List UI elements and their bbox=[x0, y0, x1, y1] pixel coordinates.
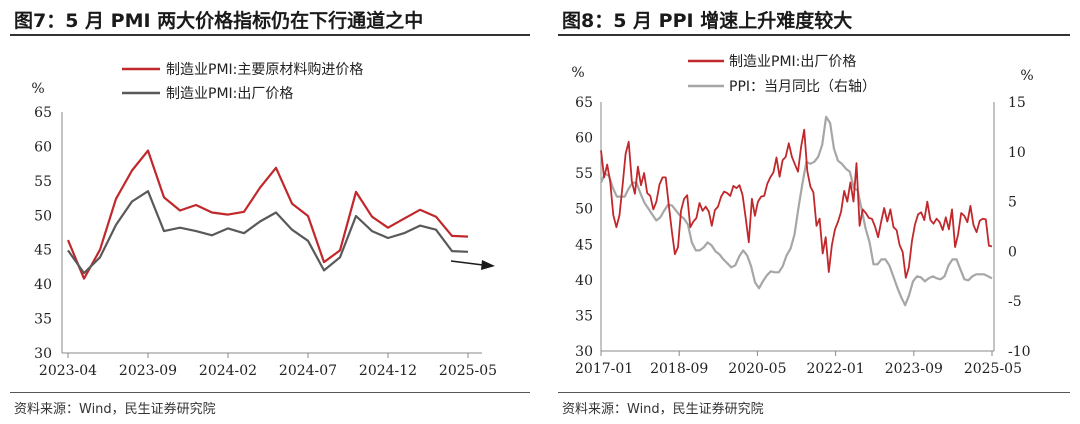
y-tick-label-left: 60 bbox=[575, 131, 593, 147]
y-tick-label-left: 30 bbox=[575, 344, 593, 360]
x-tick-label: 2017-01 bbox=[575, 361, 633, 377]
y-tick-label: 35 bbox=[34, 312, 52, 328]
x-tick-label: 2023-04 bbox=[39, 363, 97, 379]
y-tick-label-right: -10 bbox=[1008, 344, 1031, 360]
chart-left-svg: % 30 35 40 45 50 55 60 65 2023-04 2023-09 2024-02 20… bbox=[31, 62, 497, 379]
title-rule bbox=[558, 34, 1070, 36]
y-tick-label: 60 bbox=[34, 139, 52, 155]
x-tick-label: 2018-09 bbox=[650, 361, 708, 377]
trend-arrow-head bbox=[481, 260, 495, 270]
x-tick-label: 2025-05 bbox=[964, 361, 1022, 377]
y-tick-label-right: 15 bbox=[1008, 95, 1026, 111]
x-tick-label: 2020-05 bbox=[728, 361, 786, 377]
y-tick-label-right: 10 bbox=[1008, 145, 1026, 161]
y-tick-label: 65 bbox=[34, 105, 52, 121]
x-tick-label: 2025-05 bbox=[439, 363, 497, 379]
y-axis-unit-left: % bbox=[571, 65, 584, 81]
y-axis-unit: % bbox=[31, 81, 44, 97]
chart-title: 图7：5 月 PMI 两大价格指标仍在下行通道之中 bbox=[14, 10, 424, 32]
series-line-ppi-yoy bbox=[599, 115, 993, 307]
legend-label: 制造业PMI:出厂价格 bbox=[166, 86, 293, 102]
x-tick-label: 2024-12 bbox=[359, 363, 417, 379]
x-tick-label: 2022-01 bbox=[807, 361, 865, 377]
y-axis-unit-right: % bbox=[1020, 68, 1033, 84]
chart-panel-left: 图7：5 月 PMI 两大价格指标仍在下行通道之中 % 30 35 40 45 50 55 6… bbox=[10, 10, 530, 417]
legend-label: PPI：当月同比（右轴） bbox=[729, 79, 876, 95]
y-tick-label: 30 bbox=[34, 346, 52, 362]
y-tick-label-left: 40 bbox=[575, 273, 593, 289]
x-tick-label: 2023-09 bbox=[885, 361, 943, 377]
y-tick-label-left: 50 bbox=[575, 202, 593, 218]
chart-panel-right: 图8：5 月 PPI 增速上升难度较大 %% 30 35 40 45 50 55 60 65 -1… bbox=[548, 0, 1080, 424]
source-note: 资料来源：Wind，民生证券研究院 bbox=[14, 402, 216, 417]
y-tick-label-left: 35 bbox=[575, 308, 593, 324]
x-tick-label: 2024-07 bbox=[279, 363, 337, 379]
y-tick-label-right: 0 bbox=[1008, 244, 1017, 260]
y-tick-label-right: -5 bbox=[1008, 294, 1022, 310]
y-tick-label: 55 bbox=[34, 174, 52, 190]
series-line-output-price bbox=[67, 190, 469, 275]
x-tick-label: 2024-02 bbox=[199, 363, 257, 379]
chart-right-svg: % % 30 35 40 45 50 55 60 65 -10 -5 0 5 10 15 2017-01 2018… bbox=[571, 54, 1033, 377]
series-line-input-price bbox=[66, 149, 469, 280]
legend-label: 制造业PMI:主要原材料购进价格 bbox=[166, 62, 363, 78]
chart-title: 图8：5 月 PPI 增速上升难度较大 bbox=[562, 10, 853, 32]
source-note: 资料来源：Wind，民生证券研究院 bbox=[562, 402, 764, 417]
y-tick-label: 45 bbox=[34, 243, 52, 259]
title-rule bbox=[10, 34, 530, 36]
source-rule bbox=[10, 392, 530, 393]
y-tick-label-right: 5 bbox=[1008, 195, 1017, 211]
trend-arrow-shaft bbox=[450, 260, 484, 266]
y-tick-label: 50 bbox=[34, 208, 52, 224]
x-tick-label: 2023-09 bbox=[119, 363, 177, 379]
y-tick-label-left: 45 bbox=[575, 237, 593, 253]
series-line-pmi-output-price bbox=[600, 128, 993, 279]
legend-label: 制造业PMI:出厂价格 bbox=[729, 54, 856, 70]
y-tick-label: 40 bbox=[34, 277, 52, 293]
y-tick-label-left: 65 bbox=[575, 95, 593, 111]
source-rule bbox=[558, 392, 1070, 393]
y-tick-label-left: 55 bbox=[575, 166, 593, 182]
